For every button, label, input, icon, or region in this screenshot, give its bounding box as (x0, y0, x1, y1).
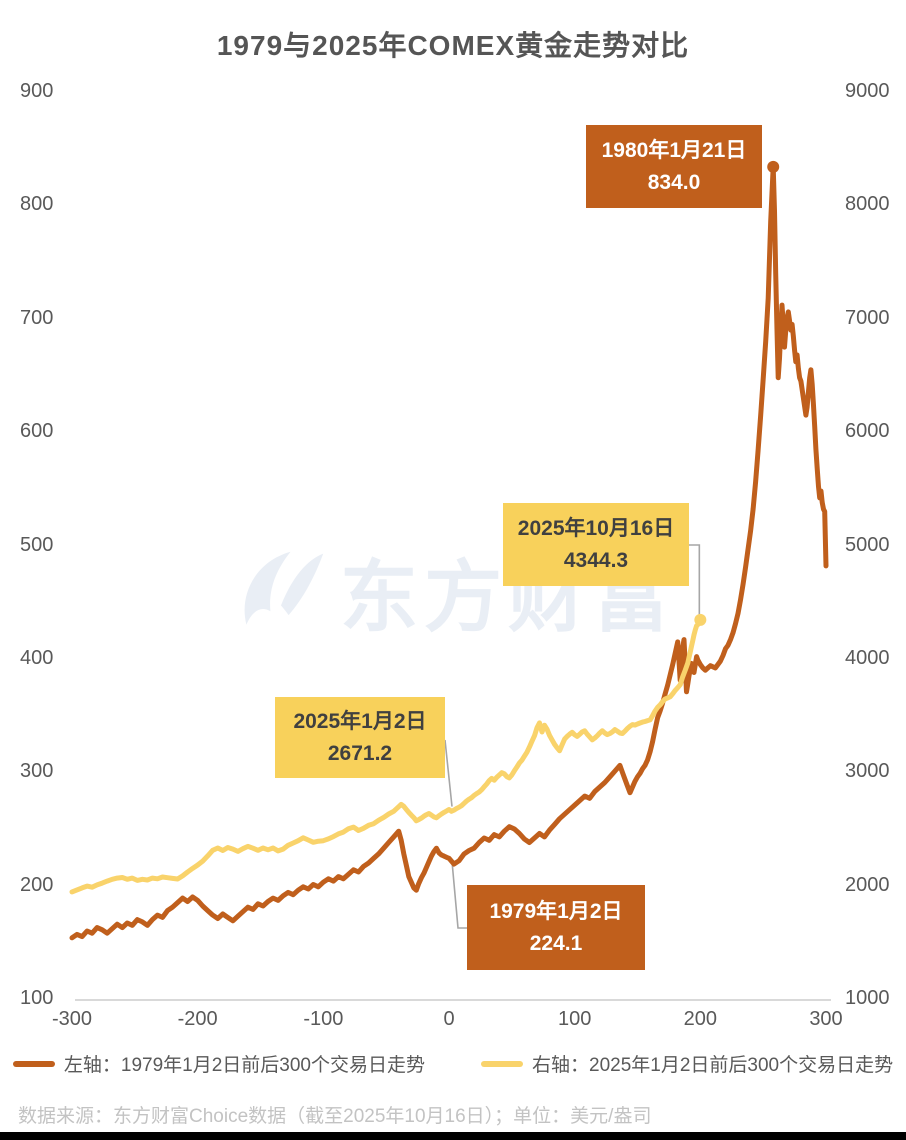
y-axis-left-tick: 700 (20, 306, 54, 329)
annotation-value: 224.1 (529, 932, 583, 955)
marker-dot-1980-peak (767, 160, 780, 173)
x-axis-tick: 300 (809, 1008, 843, 1030)
series-line-1979 (69, 164, 829, 941)
y-axis-right-tick: 6000 (845, 420, 890, 443)
marker-dot-2025-end (694, 613, 707, 626)
y-axis-left-tick: 500 (20, 533, 54, 556)
x-axis-tick: 200 (683, 1008, 718, 1030)
legend: 左轴：1979年1月2日前后300个交易日走势 右轴：2025年1月2日前后30… (0, 1050, 906, 1077)
eastmoney-logo-icon (236, 546, 324, 647)
annotation-date: 2025年1月2日 (293, 709, 427, 733)
annotation-value: 834.0 (647, 171, 701, 194)
x-axis-tick: -200 (177, 1008, 218, 1030)
annotation-date: 2025年10月16日 (517, 516, 675, 540)
y-axis-left-tick: 300 (20, 760, 54, 783)
legend-label-1979: 左轴：1979年1月2日前后300个交易日走势 (63, 1055, 425, 1076)
x-axis-tick: 0 (443, 1008, 455, 1030)
y-axis-right-tick: 5000 (845, 533, 890, 556)
y-axis-right-tick: 8000 (845, 193, 890, 216)
data-source-note: 数据来源：东方财富Choice数据（截至2025年10月16日）；单位：美元/盎… (18, 1106, 652, 1127)
y-axis-right-tick: 9000 (845, 80, 890, 102)
x-axis-tick: -100 (303, 1008, 344, 1030)
annotation-value: 2671.2 (327, 742, 393, 765)
y-axis-left-tick: 800 (20, 193, 54, 216)
y-axis-left-tick: 100 (20, 987, 54, 1009)
x-axis-tick: 100 (557, 1008, 592, 1030)
y-axis-left-tick: 900 (20, 80, 54, 102)
legend-item-1979: 左轴：1979年1月2日前后300个交易日走势 (12, 1050, 425, 1077)
y-axis-left-tick: 600 (20, 420, 54, 443)
annotation-value: 4344.3 (563, 549, 629, 572)
y-axis-right-tick: 7000 (845, 306, 890, 329)
y-axis-left-tick: 400 (20, 646, 54, 669)
chart-title: 1979与2025年COMEX黄金走势对比 (216, 30, 690, 61)
annotation-box-2025-end: 2025年10月16日 4344.3 (503, 503, 689, 586)
y-axis-right-tick: 4000 (845, 646, 890, 669)
y-axis-right-tick: 1000 (845, 987, 890, 1009)
legend-item-2025: 右轴：2025年1月2日前后300个交易日走势 (481, 1050, 893, 1077)
annotation-date: 1979年1月2日 (489, 899, 623, 923)
annotation-date: 1980年1月21日 (601, 138, 747, 162)
annotation-box-1980-peak: 1980年1月21日 834.0 (586, 125, 762, 208)
y-axis-right-tick: 2000 (845, 873, 890, 896)
y-axis-left-tick: 200 (20, 873, 54, 896)
legend-swatch-2025 (481, 1060, 523, 1067)
legend-label-2025: 右轴：2025年1月2日前后300个交易日走势 (532, 1055, 894, 1076)
x-axis-tick: -300 (51, 1008, 93, 1030)
annotation-box-1979-start: 1979年1月2日 224.1 (467, 885, 645, 970)
annotation-box-2025-start: 2025年1月2日 2671.2 (275, 697, 445, 778)
annotation-connector-start1979 (451, 861, 467, 929)
annotation-connector-end2025 (689, 544, 701, 615)
annotation-connector-start2025 (444, 739, 453, 807)
series-line-2025 (69, 617, 703, 895)
y-axis-right-tick: 3000 (845, 760, 890, 783)
bottom-black-bar (0, 1132, 906, 1140)
legend-swatch-1979 (12, 1060, 55, 1067)
